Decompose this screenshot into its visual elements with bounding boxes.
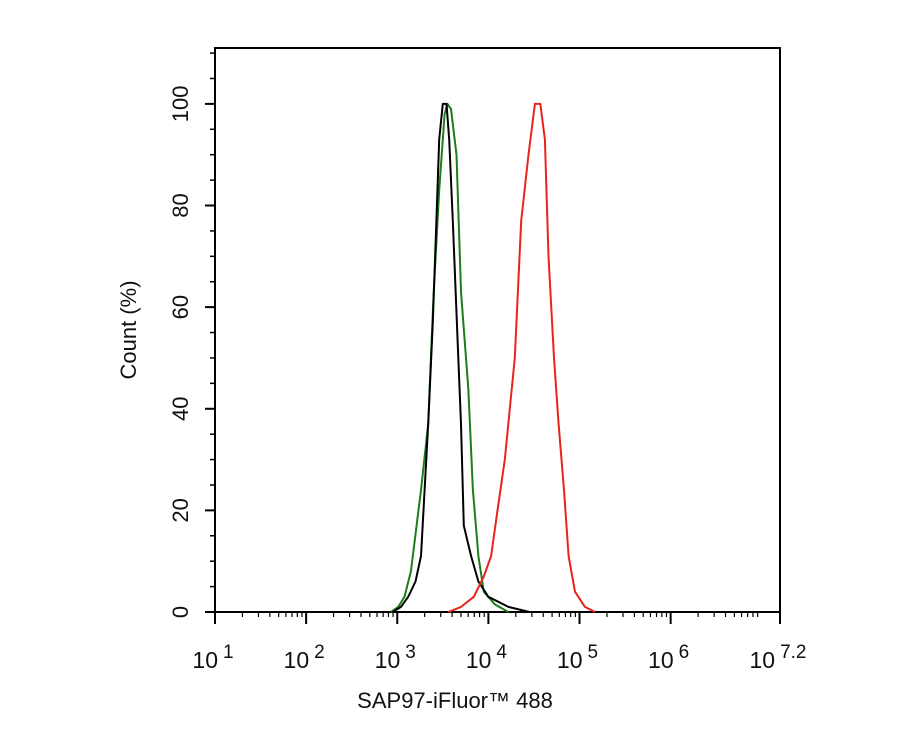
- histogram-series-1: [392, 102, 530, 613]
- x-tick-label: 10 2: [284, 642, 325, 673]
- y-tick-label: 80: [168, 193, 193, 217]
- y-tick-label: 0: [168, 606, 193, 618]
- x-tick-exponent: 7.2: [780, 642, 806, 663]
- plot-frame: [214, 47, 781, 613]
- x-tick-exponent: 4: [496, 642, 507, 663]
- x-tick-base: 10: [557, 647, 583, 673]
- histogram-series-2: [447, 102, 596, 613]
- x-tick-base: 10: [466, 647, 492, 673]
- x-tick-base: 10: [749, 647, 775, 673]
- series-group: [390, 102, 596, 613]
- x-tick-label: 10 1: [192, 642, 233, 673]
- x-tick-base: 10: [284, 647, 310, 673]
- x-tick-exponent: 2: [314, 642, 325, 663]
- x-tick-label: 10 4: [466, 642, 508, 673]
- x-tick-label: 10 5: [557, 642, 598, 673]
- y-tick-label: 100: [168, 86, 193, 123]
- x-tick-exponent: 3: [405, 642, 416, 663]
- histogram-series-0: [390, 102, 509, 613]
- x-tick-label: 10 3: [375, 642, 416, 673]
- x-tick-base: 10: [192, 647, 218, 673]
- x-tick-base: 10: [648, 647, 674, 673]
- y-axis-label: Count (%): [116, 280, 141, 379]
- x-tick-label: 10 7.2: [749, 642, 806, 673]
- y-tick-label: 40: [168, 397, 193, 421]
- x-tick-label: 10 6: [648, 642, 689, 673]
- x-tick-base: 10: [375, 647, 401, 673]
- y-tick-label: 60: [168, 295, 193, 319]
- x-tick-exponent: 5: [588, 642, 599, 663]
- x-tick-exponent: 6: [679, 642, 690, 663]
- x-tick-exponent: 1: [223, 642, 234, 663]
- x-axis-label: SAP97-iFluor™ 488: [357, 688, 553, 713]
- y-tick-label: 20: [168, 498, 193, 522]
